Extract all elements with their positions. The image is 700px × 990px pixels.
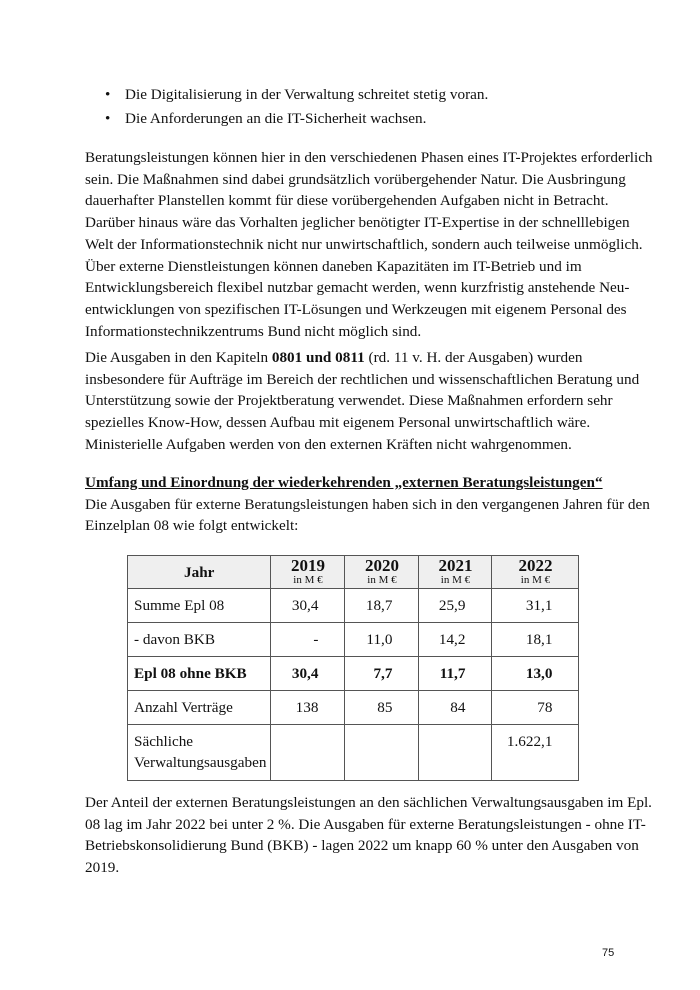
cell: 11,7 — [418, 656, 493, 691]
cell: 84 — [418, 690, 493, 725]
cell: 30,4 — [270, 656, 346, 691]
text-line: Informationstechnikzentrums Bund nicht m… — [85, 322, 422, 340]
header-year: 2022 in M € — [491, 555, 580, 589]
section: Umfang und Einordnung der wiederkehrende… — [85, 472, 650, 537]
text-line: Der Anteil der externen Beratungsleistun… — [85, 794, 652, 811]
cell: 1.622,1 — [491, 724, 580, 781]
text-line: Ministerielle Aufgaben werden von den ex… — [85, 435, 572, 453]
unit: in M € — [367, 574, 397, 586]
bullet-item: • Die Digitalisierung in der Verwaltung s… — [105, 84, 488, 106]
text-line: Entwicklungsbereich flexibel nutzbar gem… — [85, 279, 630, 297]
unit: in M € — [293, 574, 323, 586]
text: Die Ausgaben in den Kapiteln — [85, 349, 272, 366]
table-row: Sächliche Verwaltungsausgaben 1.622,1 — [126, 724, 580, 781]
cell: 7,7 — [344, 656, 420, 691]
cell: 11,0 — [344, 622, 420, 657]
unit: in M € — [440, 574, 471, 586]
row-label: Epl 08 ohne BKB — [126, 656, 272, 691]
cell: - — [270, 622, 346, 657]
header-year: 2021 in M € — [418, 555, 493, 589]
table-row: Epl 08 ohne BKB 30,4 7,7 11,7 13,0 — [126, 656, 580, 691]
bullet-icon: • — [105, 86, 111, 103]
page-number: 75 — [602, 947, 615, 959]
bullet-text: Die Anforderungen an die IT-Sicherheit w… — [125, 110, 427, 127]
cell: 14,2 — [418, 622, 493, 657]
text-line: entwicklungen von spezifischen IT-Lösung… — [85, 300, 627, 318]
bullet-item: • Die Anforderungen an die IT-Sicherheit … — [105, 108, 426, 130]
text-line: spezielles Know-How, dessen Aufbau mit e… — [85, 414, 591, 432]
header-jahr: Jahr — [126, 555, 272, 589]
text-line: Die Ausgaben in den Kapiteln 0801 und 08… — [85, 347, 625, 369]
cell: 85 — [344, 690, 420, 725]
year: 2019 — [290, 556, 325, 575]
year: 2022 — [518, 556, 553, 575]
text-line: Einzelplan 08 wie folgt entwickelt: — [85, 517, 299, 535]
text-line: dauerhafter Planstellen kommt für diese … — [85, 192, 609, 210]
row-label: Sächliche Verwaltungsausgaben — [126, 724, 272, 781]
text: (rd. 11 v. H. der Ausgaben) wurden — [364, 349, 583, 366]
expenditure-table: Jahr 2019 in M € 2020 in M € 2021 in M € 20… — [126, 555, 580, 781]
year: 2021 — [438, 556, 473, 575]
cell: 13,0 — [491, 656, 580, 691]
row-label: - davon BKB — [126, 622, 272, 657]
text-line: Darüber hinaus wäre das Vorhalten jeglic… — [85, 214, 630, 232]
cell: 25,9 — [418, 588, 493, 623]
text-line: 2019. — [85, 859, 120, 877]
text-line: Unterstützung sowie der Projektberatung … — [85, 392, 613, 410]
label-line: Verwaltungsausgaben — [134, 754, 267, 771]
bullet-icon: • — [105, 110, 111, 127]
row-label: Anzahl Verträge — [126, 690, 272, 725]
cell — [344, 724, 420, 781]
cell — [270, 724, 346, 781]
table-row: Summe Epl 08 30,4 18,7 25,9 31,1 — [126, 588, 580, 623]
header-year: 2020 in M € — [344, 555, 420, 589]
cell: 78 — [491, 690, 580, 725]
chapter-numbers: 0801 und 0811 — [271, 349, 365, 366]
text-line: sein. Die Maßnahmen sind dabei grundsätz… — [85, 170, 626, 188]
year: 2020 — [364, 556, 399, 575]
table-row: - davon BKB - 11,0 14,2 18,1 — [126, 622, 580, 657]
header-year: 2019 in M € — [270, 555, 346, 589]
text-line: Betriebskonsolidierung Bund (BKB) - lage… — [85, 837, 639, 855]
bullet-text: Die Digitalisierung in der Verwaltung sc… — [125, 86, 489, 103]
text-line: insbesondere für Aufträge im Bereich der… — [85, 370, 640, 388]
cell: 18,7 — [344, 588, 420, 623]
paragraph-2: Die Ausgaben in den Kapiteln 0801 und 08… — [85, 347, 640, 456]
cell — [418, 724, 493, 781]
text-line: Die Ausgaben für externe Beratungsleistu… — [85, 495, 650, 513]
cell: 30,4 — [270, 588, 346, 623]
section-heading: Umfang und Einordnung der wiederkehrende… — [85, 474, 603, 491]
table-row: Anzahl Verträge 138 85 84 78 — [126, 690, 580, 725]
paragraph-3: Der Anteil der externen Beratungsleistun… — [85, 792, 652, 879]
text-line: 08 lag im Jahr 2022 bei unter 2 %. Die A… — [85, 815, 646, 833]
row-label: Summe Epl 08 — [126, 588, 272, 623]
cell: 18,1 — [491, 622, 580, 657]
text-line: Beratungsleistungen können hier in den v… — [85, 149, 653, 166]
label-line: Sächliche — [134, 733, 194, 750]
cell: 138 — [270, 690, 346, 725]
table-header: Jahr 2019 in M € 2020 in M € 2021 in M € 20… — [126, 555, 580, 589]
cell: 31,1 — [491, 588, 580, 623]
paragraph-1: Beratungsleistungen können hier in den v… — [85, 147, 653, 342]
unit: in M € — [520, 574, 551, 586]
text-line: Welt der Informationstechnik nicht nur u… — [85, 235, 643, 253]
text-line: Über externe Dienstleistungen können dan… — [85, 257, 582, 275]
